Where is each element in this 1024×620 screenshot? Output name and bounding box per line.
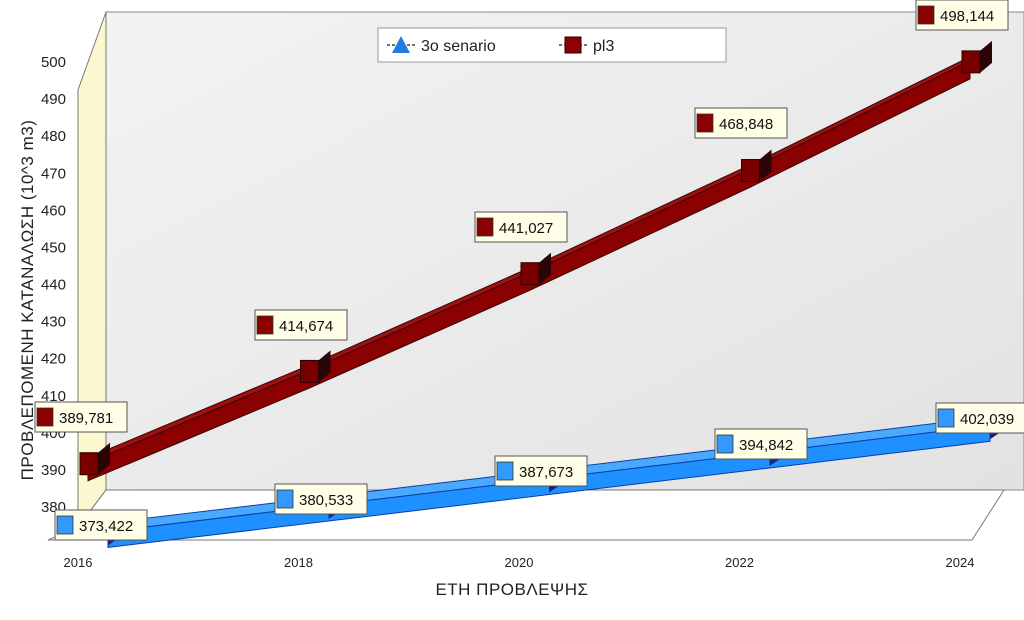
data-label-box bbox=[915, 0, 1009, 31]
legend-box bbox=[377, 27, 727, 63]
x-tick-label: 2018 bbox=[284, 555, 313, 570]
y-tick-label: 440 bbox=[41, 277, 66, 294]
data-label: 498,144 bbox=[940, 8, 994, 25]
data-label: 468,848 bbox=[719, 116, 773, 133]
y-tick-label: 470 bbox=[41, 165, 66, 182]
y-tick-label: 460 bbox=[41, 202, 66, 219]
legend: 3o senario pl3 bbox=[377, 27, 727, 63]
x-tick-label: 2022 bbox=[725, 555, 754, 570]
data-label-swatch bbox=[496, 461, 514, 481]
y-tick-label: 410 bbox=[41, 388, 66, 405]
y-tick-label: 420 bbox=[41, 351, 66, 368]
data-label-swatch bbox=[476, 217, 494, 237]
series-point bbox=[961, 50, 981, 74]
axes: 3803904004104204304404504604704804905002… bbox=[18, 54, 974, 599]
series-point-side bbox=[759, 149, 772, 182]
data-label: 387,673 bbox=[519, 464, 573, 481]
series-point bbox=[520, 262, 540, 286]
x-tick-label: 2024 bbox=[946, 555, 975, 570]
y-tick-label: 430 bbox=[41, 314, 66, 331]
series-point bbox=[741, 159, 760, 183]
y-tick-label: 500 bbox=[41, 54, 66, 71]
y-axis-title: ΠΡΟΒΛΕΠΟΜΕΝΗ ΚΑΤΑΝΑΛΩΣΗ (10^3 m3) bbox=[18, 120, 37, 481]
data-label-swatch bbox=[36, 407, 54, 427]
legend-marker-triangle bbox=[392, 36, 410, 53]
data-label-swatch bbox=[937, 408, 955, 428]
data-label-swatch bbox=[716, 434, 734, 454]
data-label: 380,533 bbox=[299, 492, 353, 509]
data-label: 414,674 bbox=[279, 318, 333, 335]
y-tick-label: 390 bbox=[41, 462, 66, 479]
legend-marker-square bbox=[564, 36, 582, 54]
x-axis-title: ΕΤΗ ΠΡΟΒΛΕΨΗΣ bbox=[435, 580, 588, 599]
data-label-swatch bbox=[256, 315, 274, 335]
data-label: 373,422 bbox=[79, 518, 133, 535]
data-label-swatch bbox=[696, 113, 714, 133]
data-label: 402,039 bbox=[960, 411, 1014, 428]
y-tick-label: 490 bbox=[41, 91, 66, 108]
series-point-side bbox=[98, 442, 110, 475]
series-point bbox=[300, 359, 319, 383]
x-tick-label: 2016 bbox=[64, 555, 93, 570]
data-labels: 373,422 380,533 387,673 394,842 402,039 389,7… bbox=[34, 0, 1024, 541]
series-point-side bbox=[318, 350, 331, 383]
series-point bbox=[79, 452, 99, 476]
data-label-swatch bbox=[917, 5, 935, 25]
series-point-side bbox=[539, 252, 551, 285]
data-label-swatch bbox=[276, 489, 294, 509]
data-label: 441,027 bbox=[499, 220, 553, 237]
legend-label: pl3 bbox=[593, 38, 614, 55]
data-label-swatch bbox=[56, 515, 74, 535]
x-tick-label: 2020 bbox=[505, 555, 534, 570]
y-tick-label: 480 bbox=[41, 128, 66, 145]
y-tick-label: 450 bbox=[41, 239, 66, 256]
series-point-side bbox=[980, 40, 992, 73]
legend-label: 3o senario bbox=[421, 38, 496, 55]
data-label: 394,842 bbox=[739, 437, 793, 454]
data-label: 389,781 bbox=[59, 410, 113, 427]
